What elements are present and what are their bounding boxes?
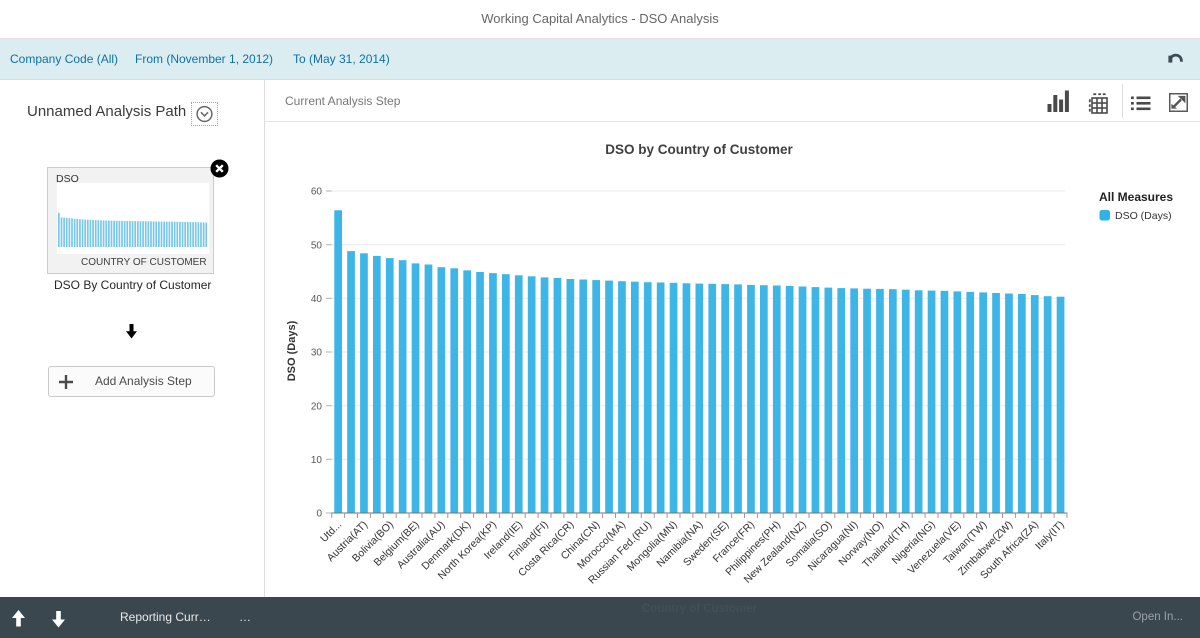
svg-text:All Measures: All Measures	[1099, 190, 1173, 204]
svg-text:40: 40	[311, 294, 323, 305]
svg-text:20: 20	[311, 401, 323, 412]
svg-text:60: 60	[311, 187, 323, 198]
svg-text:DSO (Days): DSO (Days)	[286, 320, 298, 381]
svg-text:50: 50	[311, 240, 323, 251]
svg-text:DSO (Days): DSO (Days)	[1115, 210, 1172, 222]
svg-text:10: 10	[311, 455, 323, 466]
svg-text:DSO by Country of Customer: DSO by Country of Customer	[605, 142, 793, 157]
svg-text:30: 30	[311, 348, 323, 359]
svg-text:Italy(IT): Italy(IT)	[1033, 519, 1067, 553]
svg-text:0: 0	[316, 509, 322, 520]
